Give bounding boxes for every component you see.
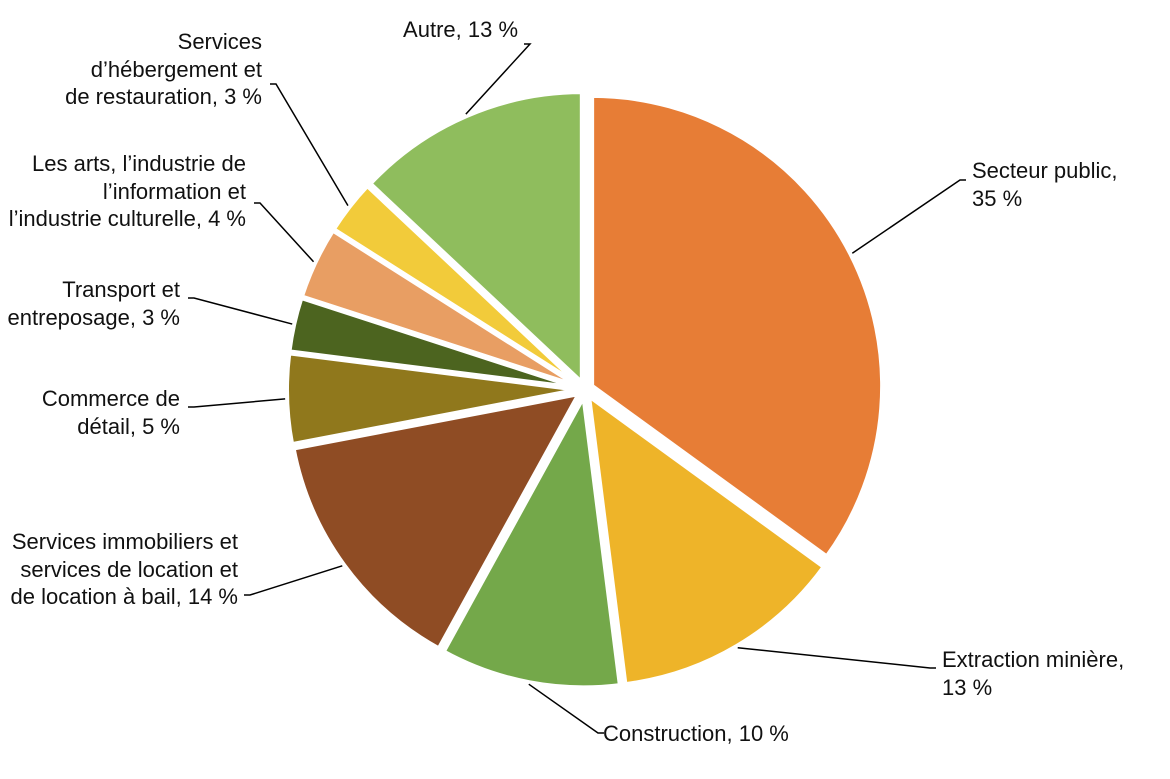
leader-extraction-miniere [738, 648, 936, 668]
label-services-immobiliers: Services immobiliers et services de locat… [11, 528, 239, 611]
label-line: Secteur public, [972, 158, 1118, 183]
leader-commerce-detail [188, 399, 285, 407]
label-line: Autre, 13 % [403, 17, 518, 42]
label-line: Construction, 10 % [603, 721, 789, 746]
label-commerce-detail: Commerce de détail, 5 % [42, 385, 180, 440]
label-line: Extraction minière, [942, 647, 1124, 672]
label-line: Commerce de [42, 386, 180, 411]
label-line: Transport et [62, 277, 180, 302]
label-construction: Construction, 10 % [603, 720, 789, 748]
leader-services-immobiliers [244, 566, 342, 595]
pie-chart-container: Secteur public, 35 % Extraction minière, 13… [0, 0, 1170, 779]
label-line: détail, 5 % [77, 414, 180, 439]
label-line: Les arts, l’industrie de [32, 151, 246, 176]
label-services-hebergement: Services d’hébergement etde restauration,… [65, 28, 262, 111]
leader-services-hebergement [270, 84, 348, 206]
label-transport-entreposage: Transport et entreposage, 3 % [8, 276, 180, 331]
label-line: l’industrie culturelle, 4 % [9, 206, 246, 231]
leader-arts-info-culture [254, 203, 314, 262]
leader-secteur-public [852, 180, 966, 253]
label-autre: Autre, 13 % [403, 16, 518, 44]
label-line: d’hébergement et [91, 57, 262, 82]
label-arts-info-culture: Les arts, l’industrie de l’information et… [9, 150, 246, 233]
label-line: entreposage, 3 % [8, 305, 180, 330]
label-line: Services [178, 29, 262, 54]
label-extraction-miniere: Extraction minière, 13 % [942, 646, 1124, 701]
label-line: de location à bail, 14 % [11, 584, 239, 609]
label-line: Services immobiliers et [12, 529, 238, 554]
label-line: l’information et [103, 179, 246, 204]
label-line: 13 % [942, 675, 992, 700]
label-line: de restauration, 3 % [65, 84, 262, 109]
label-line: services de location et [20, 557, 238, 582]
label-secteur-public: Secteur public, 35 % [972, 157, 1118, 212]
leader-construction [529, 684, 604, 733]
label-line: 35 % [972, 186, 1022, 211]
leader-transport-entreposage [188, 298, 292, 324]
